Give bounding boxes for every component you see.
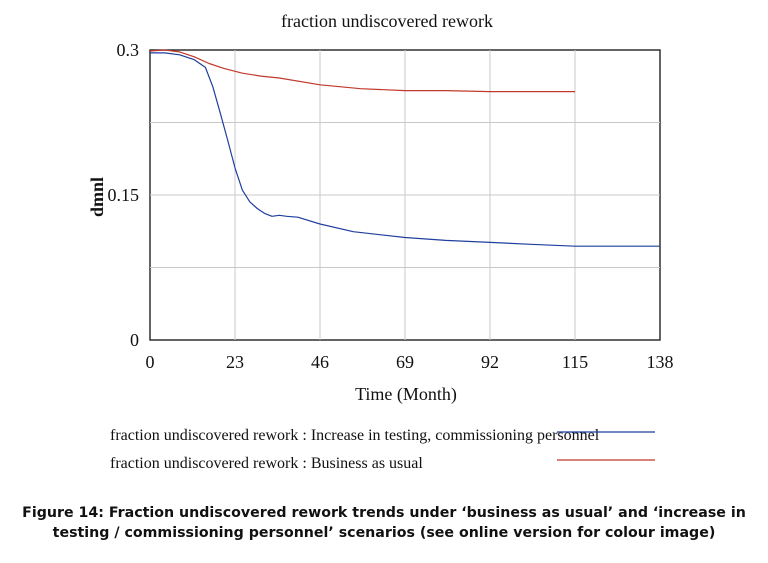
series-line-2 — [149, 49, 575, 93]
x-tick-label: 115 — [562, 352, 588, 372]
x-tick-label: 138 — [647, 352, 674, 372]
x-tick-label: 46 — [311, 352, 329, 372]
legend-label: fraction undiscovered rework : Increase … — [110, 427, 600, 444]
figure-caption: Figure 14: Fraction undiscovered rework … — [22, 505, 746, 541]
plot-area — [149, 49, 661, 341]
legend: fraction undiscovered rework : Increase … — [110, 427, 655, 472]
series-layer — [149, 49, 660, 247]
x-tick-label: 0 — [146, 352, 155, 372]
x-tick-label: 23 — [226, 352, 244, 372]
x-tick-label: 92 — [481, 352, 499, 372]
y-tick-label: 0.15 — [108, 185, 140, 205]
y-axis-label: dmnl — [87, 177, 107, 217]
series-line-1 — [150, 52, 660, 247]
x-axis-label: Time (Month) — [355, 384, 457, 405]
line-chart: fraction undiscovered rework 0 23 46 69 92 11… — [87, 11, 674, 472]
legend-label: fraction undiscovered rework : Business … — [110, 455, 423, 472]
x-axis-ticks: 0 23 46 69 92 115 138 — [146, 352, 674, 372]
y-axis-ticks: 0 0.15 0.3 — [108, 40, 140, 350]
y-tick-label: 0 — [130, 330, 139, 350]
y-tick-label: 0.3 — [117, 40, 140, 60]
x-tick-label: 69 — [396, 352, 414, 372]
chart-title: fraction undiscovered rework — [281, 11, 493, 31]
